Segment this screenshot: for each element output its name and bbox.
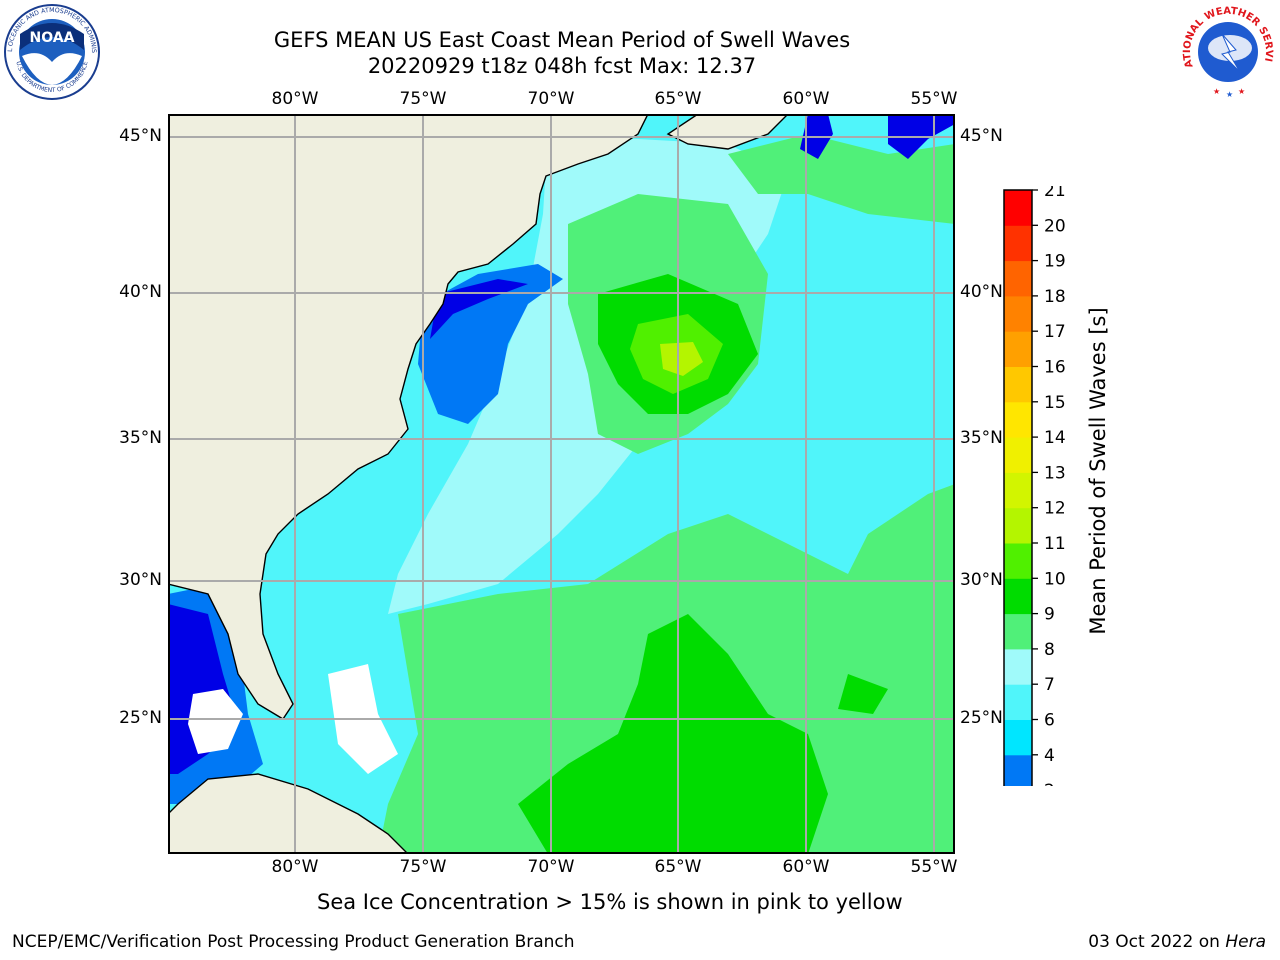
svg-text:★: ★ bbox=[1226, 90, 1233, 99]
land-cuba bbox=[168, 773, 409, 854]
colorbar-segment-4 bbox=[1004, 613, 1032, 650]
colorbar-segment-16 bbox=[1004, 190, 1032, 226]
sea-ice-note: Sea Ice Concentration > 15% is shown in … bbox=[317, 890, 903, 914]
colorbar-frame bbox=[1003, 189, 1033, 786]
noaa-logo-text: NOAA bbox=[30, 30, 75, 46]
map-subtitle: 20220929 t18z 048h fcst Max: 12.37 bbox=[367, 54, 757, 78]
lat-label-left-0: 45°N bbox=[119, 126, 162, 146]
colorbar-segment-8 bbox=[1004, 472, 1032, 509]
colorbar-tick-label-17: 21 bbox=[1044, 186, 1066, 201]
colorbar-segment-5 bbox=[1004, 578, 1032, 615]
colorbar-segment-6 bbox=[1004, 543, 1032, 579]
colorbar-tick-label-15: 19 bbox=[1044, 252, 1066, 272]
swell-region-green-southeast bbox=[838, 674, 888, 714]
colorbar-tick-label-5: 9 bbox=[1044, 605, 1055, 625]
colorbar-tick-label-4: 8 bbox=[1044, 640, 1055, 660]
graticule bbox=[168, 114, 955, 854]
colorbar-tick-label-0: 2 bbox=[1044, 781, 1055, 786]
svg-text:★: ★ bbox=[1238, 87, 1245, 96]
map-title: GEFS MEAN US East Coast Mean Period of S… bbox=[273, 28, 851, 52]
colorbar-tick-label-11: 15 bbox=[1044, 393, 1066, 413]
noaa-logo: NATIONAL OCEANIC AND ATMOSPHERIC ADMINIS… bbox=[2, 4, 100, 100]
colorbar-tick-label-2: 6 bbox=[1044, 711, 1055, 731]
lon-label-top-1: 75°W bbox=[399, 89, 447, 109]
footer-host: Hera bbox=[1225, 932, 1266, 952]
land-us-east bbox=[168, 114, 649, 720]
footer-date-text: 03 Oct 2022 on bbox=[1088, 932, 1220, 952]
lat-label-left-2: 35°N bbox=[119, 428, 162, 448]
colorbar: 2 4 6 7 8 9 10 11 12 13 14 15 16 17 18 19 20 21 bbox=[1003, 186, 1066, 786]
colorbar-tick-label-12: 16 bbox=[1044, 358, 1066, 378]
lat-label-left-1: 40°N bbox=[119, 282, 162, 302]
colorbar-tick-label-13: 17 bbox=[1044, 322, 1066, 342]
lat-label-right-3: 30°N bbox=[960, 570, 1003, 590]
colorbar-tick-label-10: 14 bbox=[1044, 428, 1066, 448]
colorbar-segment-9 bbox=[1004, 437, 1032, 473]
colorbar-segment-11 bbox=[1004, 366, 1032, 403]
lon-label-top-4: 60°W bbox=[782, 89, 830, 109]
lon-label-bottom-0: 80°W bbox=[271, 857, 319, 877]
land-nova-scotia bbox=[666, 114, 789, 150]
lat-label-right-4: 25°N bbox=[960, 708, 1003, 728]
lat-label-right-1: 40°N bbox=[960, 282, 1003, 302]
map-frame bbox=[168, 114, 955, 854]
colorbar-tick-label-6: 10 bbox=[1044, 569, 1066, 589]
lat-label-right-0: 45°N bbox=[960, 126, 1003, 146]
colorbar-segment-1 bbox=[1004, 719, 1032, 756]
colorbar-segment-3 bbox=[1004, 648, 1032, 685]
lon-label-bottom-5: 55°W bbox=[910, 857, 958, 877]
lat-label-left-4: 25°N bbox=[119, 708, 162, 728]
footer-branch: NCEP/EMC/Verification Post Processing Pr… bbox=[12, 932, 575, 952]
colorbar-segment-0 bbox=[1004, 754, 1032, 786]
swell-region-green-south bbox=[518, 614, 828, 854]
lon-label-bottom-3: 65°W bbox=[654, 857, 702, 877]
colorbar-segment-2 bbox=[1004, 684, 1032, 720]
nws-logo: NATIONAL WEATHER SERVICE ★ ★ ★ bbox=[1178, 2, 1275, 99]
colorbar-segment-13 bbox=[1004, 295, 1032, 332]
swell-region-white-mask-gulf bbox=[188, 689, 243, 754]
colorbar-segment-12 bbox=[1004, 331, 1032, 367]
lon-label-top-2: 70°W bbox=[527, 89, 575, 109]
colorbar-tick-label-7: 11 bbox=[1044, 534, 1066, 554]
colorbar-tick-label-9: 13 bbox=[1044, 463, 1066, 483]
lon-label-top-5: 55°W bbox=[910, 89, 958, 109]
colorbar-tick-label-16: 20 bbox=[1044, 216, 1066, 236]
colorbar-segment-7 bbox=[1004, 507, 1032, 544]
lat-label-right-2: 35°N bbox=[960, 428, 1003, 448]
lat-label-left-3: 30°N bbox=[119, 570, 162, 590]
colorbar-segment-15 bbox=[1004, 225, 1032, 262]
colorbar-tick-label-1: 4 bbox=[1044, 746, 1055, 766]
swell-period-map bbox=[168, 114, 955, 854]
swell-region-light-green-east bbox=[728, 134, 955, 224]
footer-date: 03 Oct 2022 on Hera bbox=[1088, 932, 1266, 952]
colorbar-title: Mean Period of Swell Waves [s] bbox=[1086, 307, 1110, 635]
lon-label-bottom-4: 60°W bbox=[782, 857, 830, 877]
lon-label-top-0: 80°W bbox=[271, 89, 319, 109]
colorbar-tick-label-8: 12 bbox=[1044, 499, 1066, 519]
svg-text:★: ★ bbox=[1213, 87, 1220, 96]
colorbar-tick-label-14: 18 bbox=[1044, 287, 1066, 307]
swell-region-max bbox=[660, 342, 703, 376]
lon-label-bottom-1: 75°W bbox=[399, 857, 447, 877]
colorbar-segment-10 bbox=[1004, 401, 1032, 438]
lon-label-bottom-2: 70°W bbox=[527, 857, 575, 877]
colorbar-segment-14 bbox=[1004, 260, 1032, 297]
colorbar-tick-label-3: 7 bbox=[1044, 675, 1055, 695]
lon-label-top-3: 65°W bbox=[654, 89, 702, 109]
